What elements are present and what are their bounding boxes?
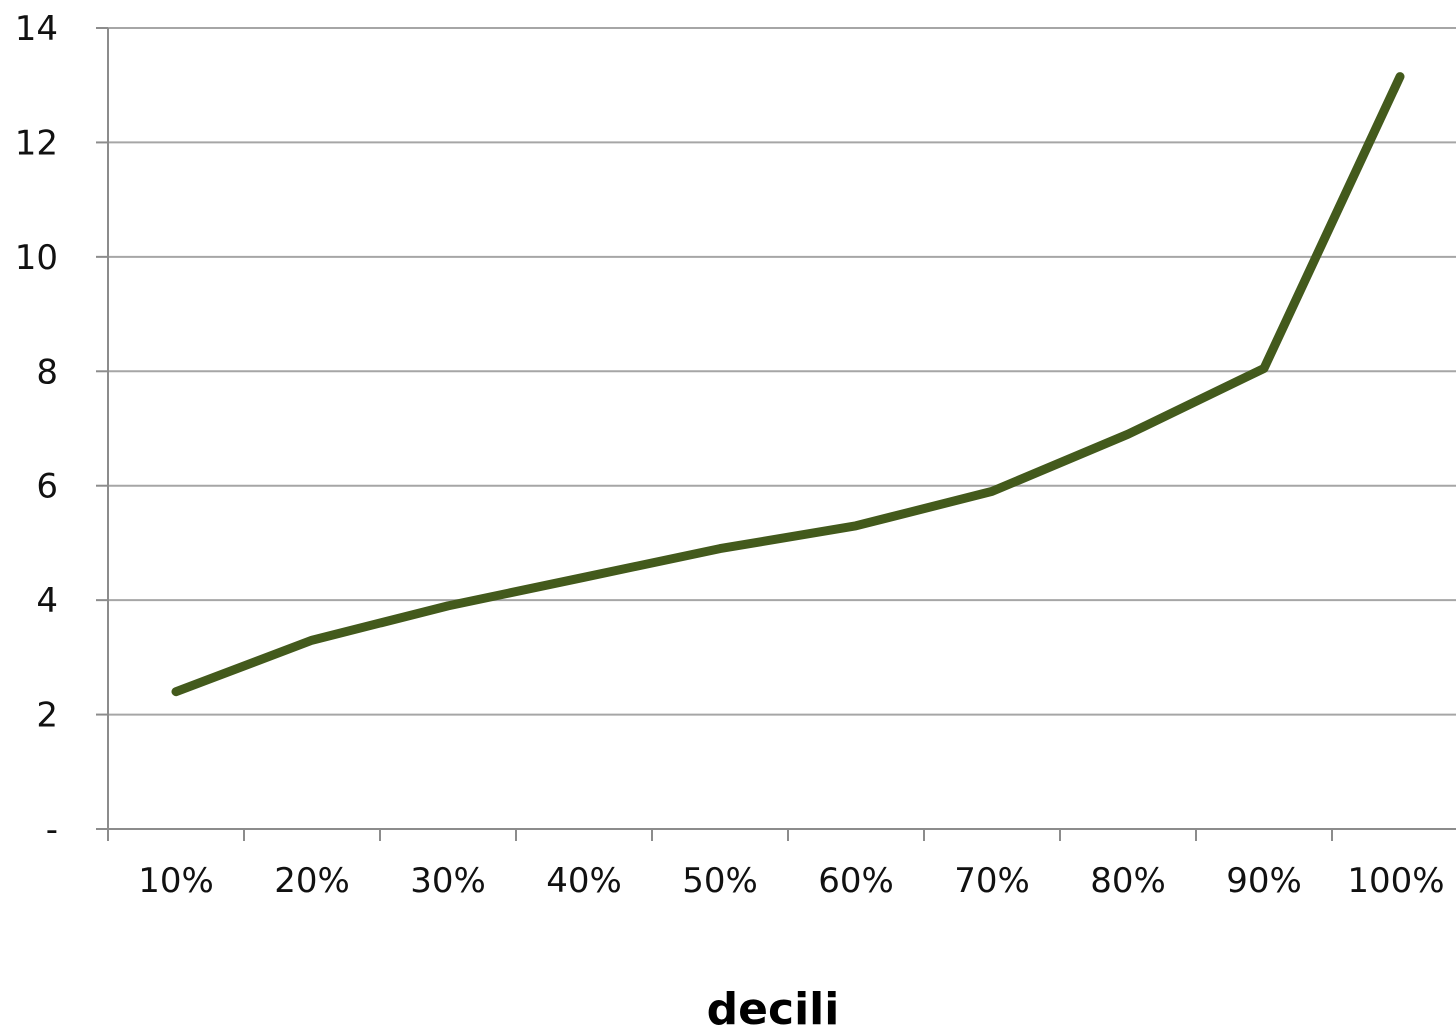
x-tick-label: 60%	[818, 861, 894, 901]
axes	[96, 27, 1456, 841]
x-tick-label: 50%	[682, 861, 758, 901]
y-tick-label: 2	[36, 696, 58, 736]
y-tick-labels: - 2 4 6 8 10 12 14	[15, 9, 58, 850]
y-tick-label: 14	[15, 9, 58, 49]
series-line	[171, 72, 1405, 697]
y-tick-label: 8	[36, 352, 58, 392]
x-tick-label: 90%	[1226, 861, 1302, 901]
x-tick-label: 80%	[1090, 861, 1166, 901]
y-tick-label: 10	[15, 238, 58, 278]
x-tick-label: 30%	[410, 861, 486, 901]
x-tick-label: 40%	[546, 861, 622, 901]
y-tick-label: -	[46, 810, 58, 850]
y-tick-label: 12	[15, 123, 58, 163]
gridlines	[108, 27, 1456, 716]
y-tick-label: 6	[36, 467, 58, 507]
x-tick-label: 70%	[954, 861, 1030, 901]
series	[171, 72, 1405, 697]
x-tick-label: 100%	[1347, 861, 1444, 901]
y-tick-label: 4	[36, 581, 58, 621]
x-tick-label: 20%	[274, 861, 350, 901]
x-axis-title: decili	[707, 984, 840, 1031]
x-tick-label: 10%	[138, 861, 214, 901]
x-tick-labels: 10% 20% 30% 40% 50% 60% 70% 80% 90% 100%	[138, 861, 1444, 901]
